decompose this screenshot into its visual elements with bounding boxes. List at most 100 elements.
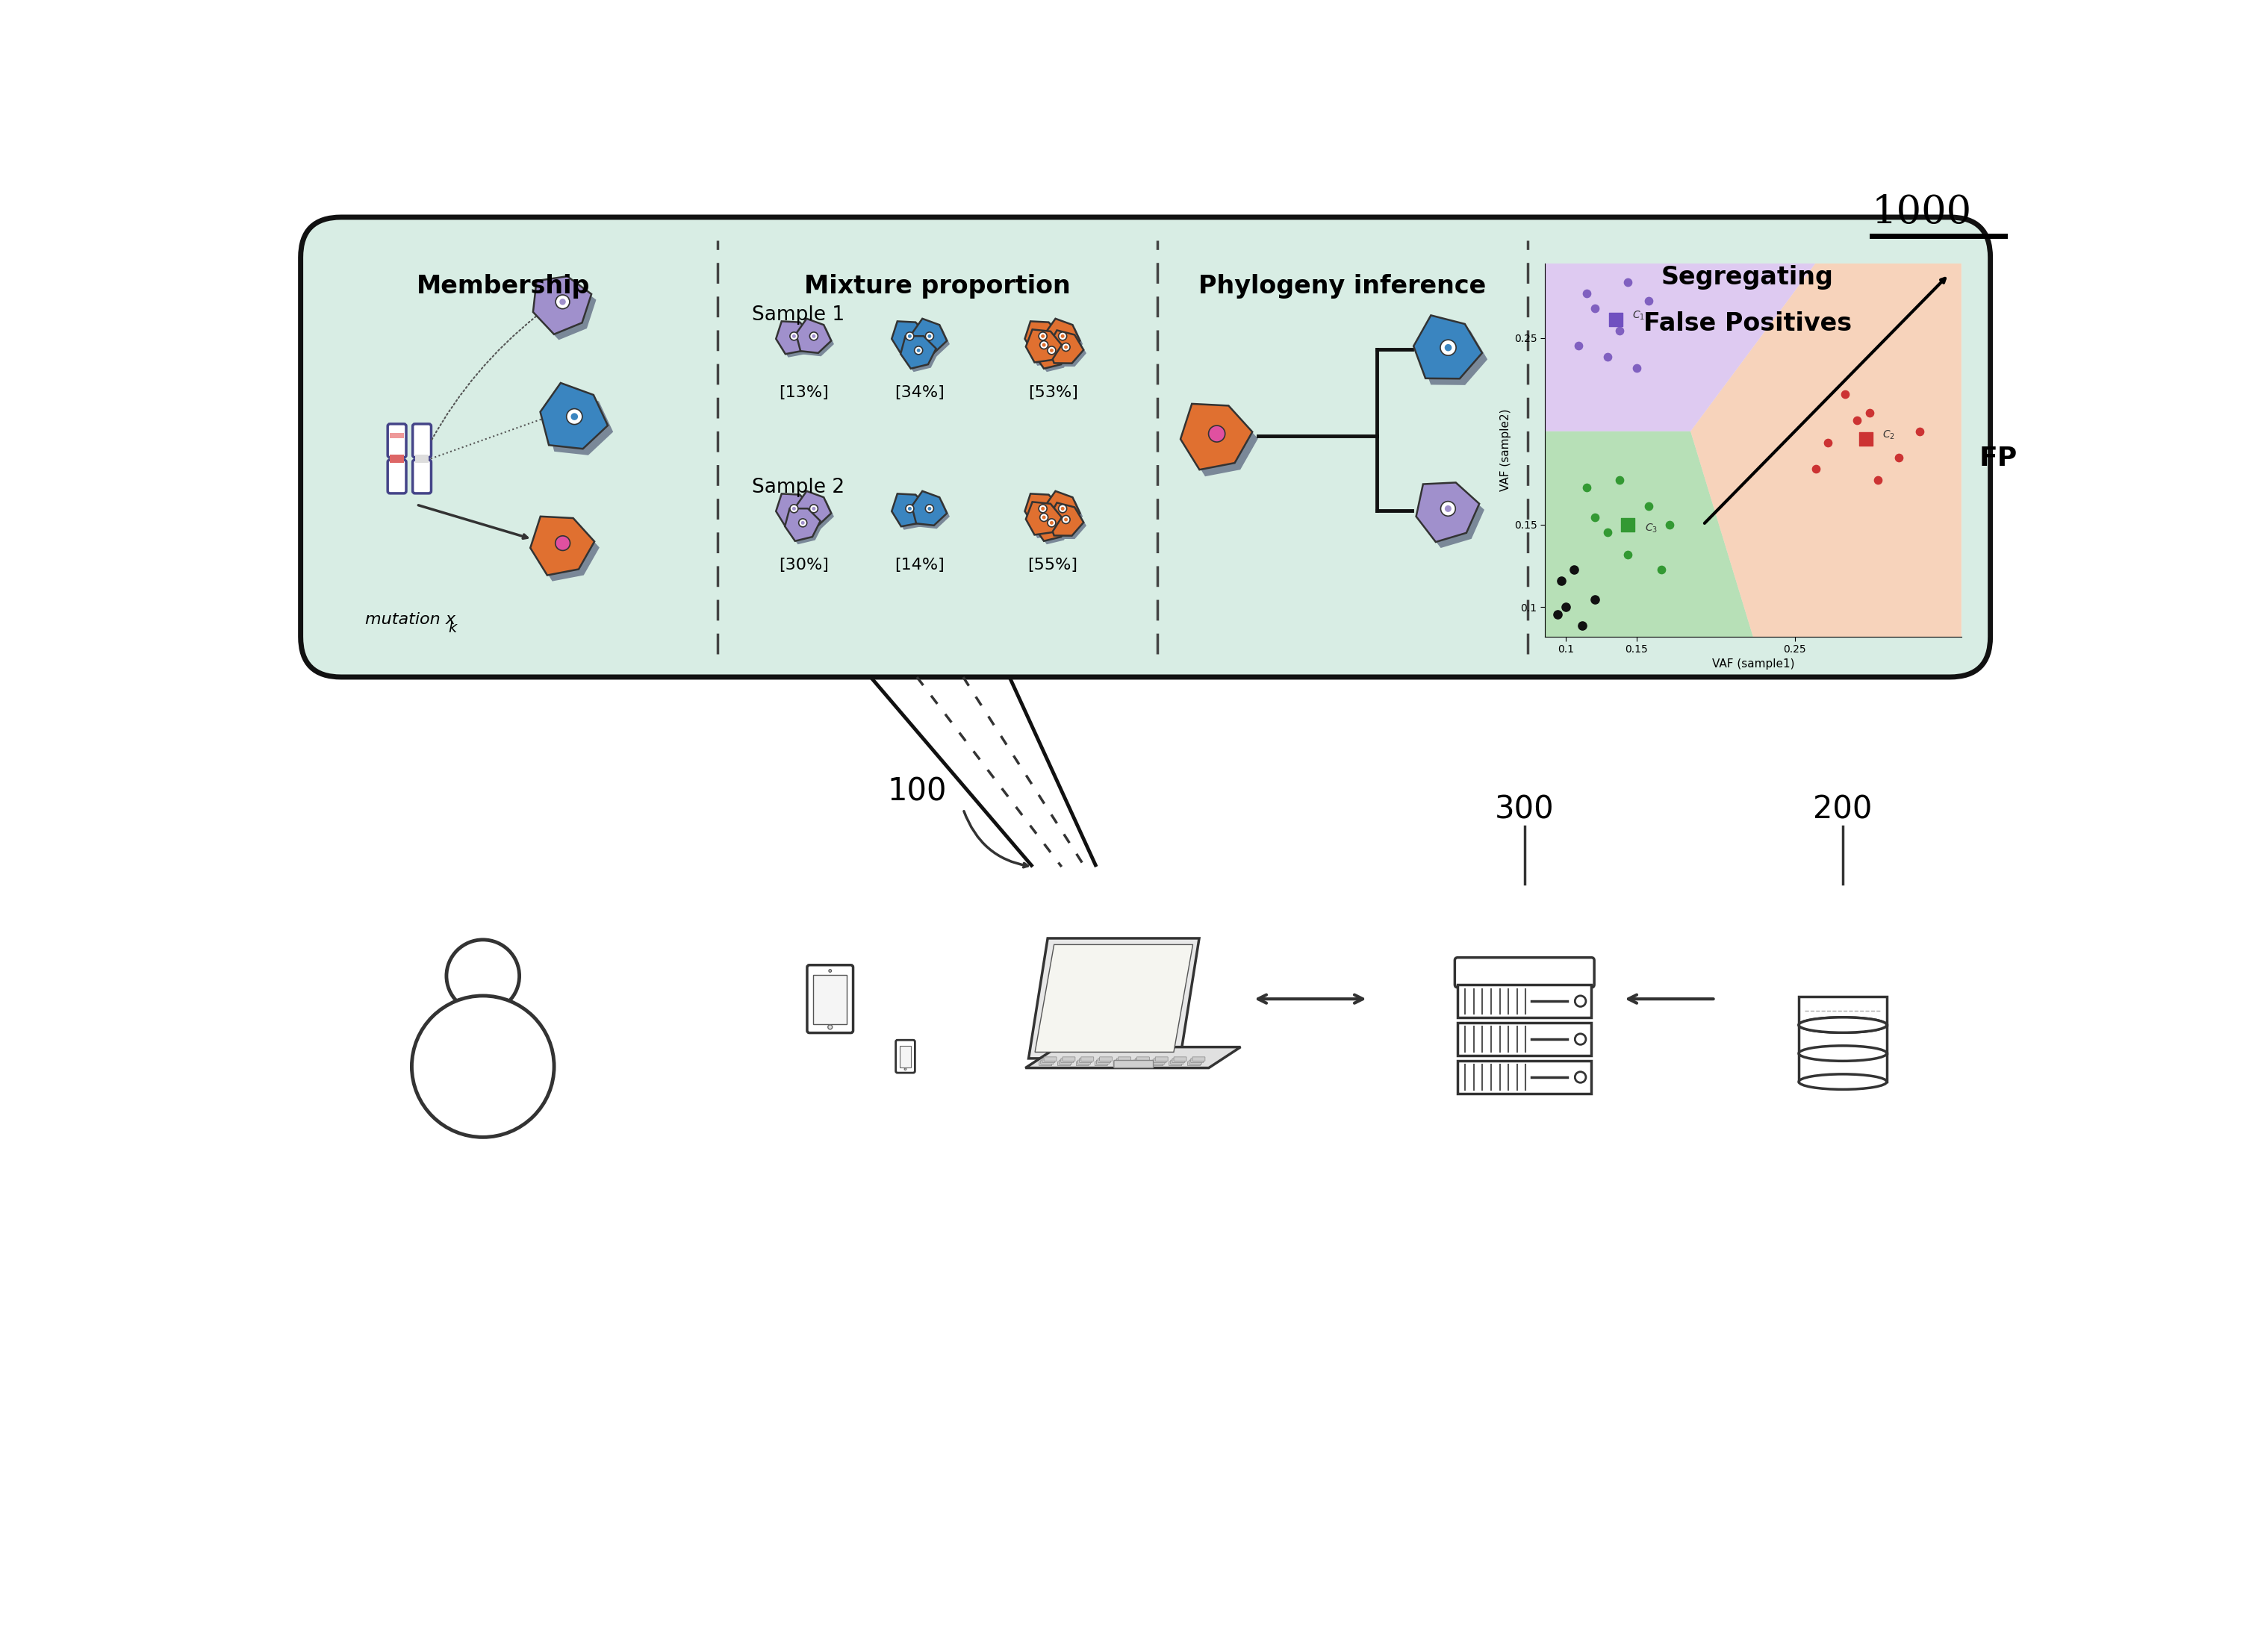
Circle shape: [906, 504, 913, 512]
Text: [55%]: [55%]: [1027, 557, 1079, 573]
Polygon shape: [1034, 335, 1070, 368]
Ellipse shape: [1799, 1018, 1886, 1032]
FancyBboxPatch shape: [1043, 1057, 1056, 1061]
Circle shape: [1047, 347, 1056, 355]
Circle shape: [1043, 344, 1045, 347]
Circle shape: [908, 507, 911, 510]
Polygon shape: [1050, 334, 1086, 367]
FancyBboxPatch shape: [1151, 1062, 1164, 1066]
Text: [30%]: [30%]: [778, 557, 830, 573]
FancyBboxPatch shape: [1115, 1061, 1153, 1067]
FancyBboxPatch shape: [1059, 1062, 1070, 1066]
Circle shape: [929, 334, 931, 339]
Circle shape: [556, 535, 570, 550]
Circle shape: [1059, 504, 1068, 512]
FancyBboxPatch shape: [1043, 1059, 1054, 1062]
Text: [34%]: [34%]: [895, 385, 944, 400]
Polygon shape: [796, 491, 832, 525]
Circle shape: [926, 332, 933, 340]
FancyBboxPatch shape: [1173, 1057, 1187, 1061]
Polygon shape: [778, 325, 814, 357]
FancyBboxPatch shape: [1155, 1057, 1169, 1061]
FancyBboxPatch shape: [413, 425, 431, 458]
FancyBboxPatch shape: [1039, 1062, 1052, 1066]
Polygon shape: [1025, 320, 1061, 354]
Polygon shape: [529, 517, 594, 575]
Polygon shape: [1047, 330, 1083, 363]
Circle shape: [792, 507, 796, 510]
Polygon shape: [776, 320, 812, 354]
Circle shape: [1440, 501, 1456, 515]
Polygon shape: [545, 390, 612, 456]
Polygon shape: [536, 522, 599, 582]
FancyBboxPatch shape: [1081, 1057, 1095, 1061]
FancyBboxPatch shape: [1061, 1059, 1074, 1062]
FancyBboxPatch shape: [1169, 1062, 1182, 1066]
Polygon shape: [1025, 1047, 1240, 1067]
Circle shape: [1043, 515, 1045, 519]
Text: Mixture proportion: Mixture proportion: [803, 274, 1070, 299]
Circle shape: [812, 507, 816, 510]
Polygon shape: [1045, 319, 1081, 354]
Circle shape: [1444, 344, 1451, 352]
Circle shape: [792, 334, 796, 339]
Bar: [814, 975, 848, 1024]
Polygon shape: [1422, 489, 1485, 548]
Text: Sample 1: Sample 1: [751, 306, 846, 325]
FancyBboxPatch shape: [1079, 1059, 1092, 1062]
FancyBboxPatch shape: [1187, 1062, 1200, 1066]
FancyBboxPatch shape: [895, 1041, 915, 1072]
Circle shape: [1039, 332, 1047, 340]
Bar: [390, 433, 404, 438]
FancyBboxPatch shape: [1063, 1057, 1074, 1061]
Polygon shape: [799, 494, 834, 529]
Polygon shape: [893, 320, 926, 354]
Polygon shape: [799, 322, 834, 357]
Polygon shape: [893, 494, 926, 527]
FancyBboxPatch shape: [1099, 1059, 1110, 1062]
Polygon shape: [1045, 491, 1081, 525]
Polygon shape: [1030, 332, 1065, 365]
Text: mutation x: mutation x: [366, 613, 455, 628]
Text: False Positives: False Positives: [1644, 311, 1850, 335]
Bar: [1799, 1054, 1886, 1082]
Circle shape: [1041, 507, 1045, 510]
Circle shape: [917, 349, 920, 352]
Circle shape: [1575, 1072, 1586, 1082]
Circle shape: [413, 996, 554, 1137]
Circle shape: [915, 347, 922, 355]
Circle shape: [1041, 340, 1047, 349]
FancyBboxPatch shape: [1097, 1061, 1108, 1064]
Polygon shape: [785, 509, 821, 542]
Circle shape: [556, 296, 570, 309]
FancyBboxPatch shape: [1171, 1061, 1184, 1064]
FancyBboxPatch shape: [1077, 1062, 1088, 1066]
Circle shape: [1047, 519, 1056, 527]
Circle shape: [799, 519, 807, 527]
Circle shape: [1063, 345, 1068, 349]
Text: Phylogeny inference: Phylogeny inference: [1198, 274, 1487, 299]
FancyBboxPatch shape: [1137, 1057, 1148, 1061]
FancyBboxPatch shape: [1193, 1057, 1204, 1061]
Polygon shape: [778, 497, 814, 530]
Circle shape: [801, 520, 805, 525]
FancyBboxPatch shape: [1191, 1059, 1204, 1062]
Polygon shape: [1180, 403, 1252, 469]
Text: 200: 200: [1812, 793, 1873, 824]
Polygon shape: [1420, 322, 1487, 385]
Ellipse shape: [1799, 1018, 1886, 1032]
Circle shape: [1061, 507, 1065, 510]
Polygon shape: [541, 383, 608, 449]
Polygon shape: [1415, 482, 1480, 542]
Ellipse shape: [1799, 1074, 1886, 1089]
Circle shape: [790, 504, 799, 512]
Bar: [415, 454, 428, 463]
FancyBboxPatch shape: [1133, 1061, 1146, 1064]
Text: [53%]: [53%]: [1027, 385, 1079, 400]
Polygon shape: [1413, 316, 1483, 378]
Polygon shape: [1047, 502, 1083, 535]
Polygon shape: [1050, 506, 1086, 539]
Text: [14%]: [14%]: [895, 557, 944, 573]
Polygon shape: [904, 339, 940, 372]
Polygon shape: [1047, 494, 1083, 529]
